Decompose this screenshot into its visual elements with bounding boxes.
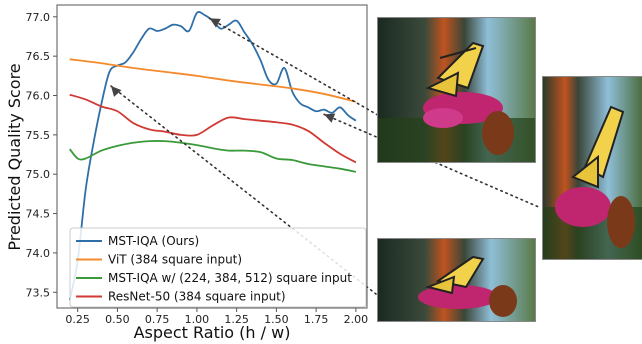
y-axis: 73.5 74.0 74.5 75.0 75.5 76.0 76.5 77.0	[26, 11, 57, 299]
x-tick-label: 1.50	[264, 313, 289, 326]
y-tick-label: 74.5	[26, 208, 51, 221]
y-tick-label: 75.5	[26, 129, 51, 142]
butterfly-photo-square	[377, 17, 536, 163]
butterfly-photo-wide	[377, 238, 536, 322]
legend-label-0: MST-IQA (Ours)	[108, 234, 199, 248]
x-tick-label: 1.25	[224, 313, 249, 326]
series-line-1	[69, 58, 357, 103]
annotation-arrowhead	[324, 113, 336, 123]
x-tick-label: 1.75	[304, 313, 329, 326]
series-line-3	[69, 93, 357, 164]
annotation-arrowhead	[209, 18, 221, 28]
butterfly-photo-tall	[542, 76, 642, 260]
annotation-arrows	[111, 18, 336, 123]
x-tick-label: 1.00	[185, 313, 210, 326]
x-tick-label: 0.25	[65, 313, 90, 326]
x-axis: 0.25 0.50 0.75 1.00 1.25 1.50 1.75 2.00	[65, 308, 368, 326]
x-tick-label: 0.75	[145, 313, 170, 326]
legend-label-1: ViT (384 square input)	[108, 253, 242, 267]
x-tick-label: 2.00	[344, 313, 369, 326]
y-axis-label: Predicted Quality Score	[5, 63, 24, 250]
legend-label-3: ResNet-50 (384 square input)	[108, 290, 286, 304]
series-line-2	[69, 140, 357, 173]
y-tick-label: 76.5	[26, 50, 51, 63]
legend-label-2: MST-IQA w/ (224, 384, 512) square input	[108, 271, 352, 285]
annotation-arrowhead	[111, 86, 122, 97]
x-axis-label: Aspect Ratio (h / w)	[134, 323, 291, 342]
annotation-dotted-line	[323, 113, 542, 209]
legend-box	[69, 227, 367, 308]
y-tick-label: 75.0	[26, 168, 51, 181]
x-tick-label: 0.50	[105, 313, 130, 326]
plot-area-frame	[56, 4, 368, 309]
legend: MST-IQA (Ours) ViT (384 square input) MST-…	[69, 227, 367, 308]
y-tick-label: 76.0	[26, 90, 51, 103]
annotation-dotted-line	[208, 17, 384, 119]
y-tick-label: 74.0	[26, 247, 51, 260]
y-tick-label: 77.0	[26, 11, 51, 24]
y-tick-label: 73.5	[26, 286, 51, 299]
